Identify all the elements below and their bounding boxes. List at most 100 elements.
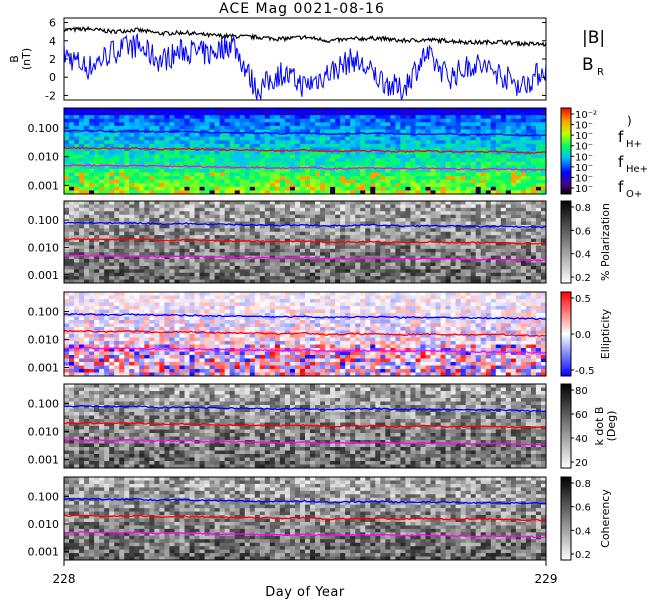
spectrogram-cell (104, 111, 110, 116)
spectrogram-cell (164, 154, 170, 159)
spectrogram-cell (129, 140, 135, 145)
spectrogram-cell (365, 118, 371, 123)
spectrogram-cell (99, 143, 105, 148)
spectrogram-cell (99, 302, 105, 307)
spectrogram-cell (355, 252, 361, 257)
spectrogram-cell (189, 214, 195, 219)
spectrogram-cell (149, 255, 155, 260)
spectrogram-cell (520, 255, 527, 260)
spectrogram-cell (460, 122, 467, 127)
spectrogram-cell (500, 265, 507, 270)
spectrogram-cell (455, 168, 462, 173)
spectrogram-cell (139, 211, 145, 216)
spectrogram-cell (234, 252, 241, 257)
spectrogram-cell (425, 147, 431, 152)
spectrogram-cell (395, 255, 401, 260)
spectrogram-cell (209, 161, 216, 166)
spectrogram-cell (320, 154, 326, 159)
spectrogram-cell (320, 231, 326, 236)
spectrogram-cell (375, 190, 381, 195)
spectrogram-cell (74, 309, 80, 314)
spectrogram-cell (239, 151, 246, 155)
spectrogram-cell (515, 165, 522, 170)
spectrogram-cell (99, 218, 105, 222)
spectrogram-cell (490, 140, 497, 145)
spectrogram-cell (264, 201, 271, 205)
spectrogram-cell (74, 299, 80, 303)
spectrogram-cell (355, 179, 361, 184)
spectrogram-cell (305, 183, 311, 188)
spectrogram-cell (289, 207, 296, 212)
spectrogram-cell (79, 341, 85, 345)
spectrogram-cell (109, 252, 115, 257)
spectrogram-cell (289, 231, 296, 236)
spectrogram-cell (410, 161, 416, 166)
spectrogram-cell (199, 269, 205, 274)
spectrogram-cell (259, 242, 266, 246)
spectrogram-cell (159, 235, 165, 239)
spectrogram-cell (204, 214, 210, 219)
spectrogram-cell (79, 306, 85, 310)
spectrogram-cell (74, 337, 80, 342)
spectrogram-cell (244, 154, 251, 159)
spectrogram-cell (305, 161, 311, 166)
spectrogram-cell (89, 320, 95, 324)
spectrogram-cell (64, 369, 70, 373)
spectrogram-cell (315, 259, 321, 263)
spectrogram-cell (400, 176, 406, 181)
spectrogram-cell (129, 122, 135, 127)
spectrogram-cell (480, 111, 487, 116)
spectrogram-cell (315, 179, 321, 184)
spectrogram-cell (315, 242, 321, 246)
spectrogram-cell (520, 154, 527, 159)
spectrogram-cell (104, 176, 110, 181)
spectrogram-cell (119, 276, 125, 280)
spectrogram-cell (89, 147, 95, 152)
spectrogram-cell (500, 118, 507, 123)
spectrogram-cell (410, 129, 416, 134)
spectrogram-cell (340, 161, 346, 166)
spectrogram-cell (259, 201, 266, 205)
spectrogram-cell (460, 279, 467, 284)
spectrogram-cell (109, 186, 115, 191)
spectrogram-cell (159, 154, 165, 159)
spectrogram-cell (435, 218, 441, 222)
spectrogram-cell (244, 211, 251, 216)
spectrogram-cell (355, 108, 361, 112)
spectrogram-cell (355, 228, 361, 233)
spectrogram-cell (189, 262, 195, 267)
spectrogram-cell (84, 355, 90, 359)
spectrogram-cell (355, 111, 361, 116)
spectrogram-cell (189, 228, 195, 233)
y-tick-label: 0.100 (28, 214, 60, 227)
spectrogram-cell (445, 265, 451, 270)
spectrogram-cell (500, 172, 507, 177)
spectrogram-cell (535, 129, 542, 134)
spectrogram-cell (425, 129, 431, 134)
spectrogram-cell (224, 279, 231, 284)
spectrogram-cell (540, 201, 547, 205)
spectrogram-cell (224, 228, 231, 233)
spectrogram-cell (244, 235, 251, 239)
spectrogram-cell (510, 265, 517, 270)
spectrogram-cell (259, 211, 266, 216)
spectrogram-cell (274, 276, 281, 280)
spectrogram-cell (144, 276, 150, 280)
spectrogram-cell (274, 221, 281, 226)
spectrogram-cell (490, 161, 497, 166)
spectrogram-cell (109, 140, 115, 145)
spectrogram-cell (289, 122, 296, 127)
spectrogram-cell (360, 262, 366, 267)
spectrogram-cell (94, 231, 100, 236)
spectrogram-cell (114, 276, 120, 280)
spectrogram-cell (124, 172, 130, 177)
spectrogram-cell (184, 279, 190, 284)
spectrogram-cell (84, 348, 90, 352)
spectrogram-cell (79, 330, 85, 335)
spectrogram-cell (430, 108, 436, 112)
spectrogram-cell (289, 272, 296, 277)
spectrogram-cell (455, 214, 462, 219)
spectrogram-cell (400, 133, 406, 138)
spectrogram-cell (475, 259, 482, 263)
spectrogram-cell (274, 172, 281, 177)
